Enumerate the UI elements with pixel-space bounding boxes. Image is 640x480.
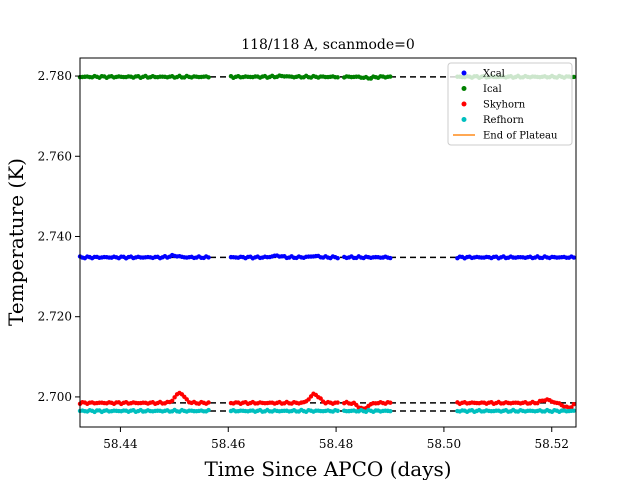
legend-box	[447, 62, 573, 146]
x-tick-label: 58.50	[427, 437, 461, 451]
y-tick-label: 2.700	[38, 390, 72, 404]
y-tick-label: 2.740	[38, 229, 72, 243]
point	[571, 402, 577, 407]
legend-marker	[461, 86, 467, 91]
point	[206, 75, 211, 80]
point	[335, 400, 340, 405]
legend-label: Ical	[483, 84, 502, 95]
x-tick-label: 58.52	[535, 437, 569, 451]
y-tick-label: 2.760	[38, 149, 72, 163]
point	[335, 255, 340, 261]
legend-marker	[461, 101, 467, 107]
plot-frame	[79, 57, 577, 428]
legend-label: End of Plateau	[483, 131, 558, 142]
point	[206, 407, 211, 413]
point	[571, 408, 577, 413]
y-tick-label: 2.780	[38, 69, 72, 83]
chart-title: 118/118 A, scanmode=0	[241, 37, 415, 53]
point	[206, 255, 211, 260]
legend-item: End of Plateau	[453, 131, 558, 142]
point	[335, 75, 340, 80]
x-axis: 58.44 58.46 58.48 58.50 58.52	[103, 427, 569, 451]
point	[206, 400, 211, 405]
point	[169, 398, 175, 404]
legend: Xcal Ical Skyhorn Refhorn End of Plateau	[447, 62, 573, 146]
x-tick-label: 58.46	[211, 437, 245, 451]
point	[569, 405, 574, 410]
series-skyhorn	[77, 390, 577, 411]
legend-item: Skyhorn	[461, 100, 526, 111]
x-tick-label: 58.48	[319, 437, 353, 451]
y-axis-label: Temperature (K)	[4, 158, 28, 326]
legend-marker	[461, 70, 467, 76]
legend-item: Refhorn	[461, 115, 524, 126]
point	[184, 397, 189, 402]
y-tick-label: 2.720	[38, 310, 72, 324]
point	[571, 74, 577, 80]
point	[388, 74, 393, 79]
legend-label: Skyhorn	[483, 100, 526, 111]
point	[388, 255, 393, 261]
x-tick-label: 58.44	[103, 437, 138, 451]
point	[306, 397, 311, 402]
legend-item: Ical	[461, 84, 502, 95]
plot-marks	[77, 73, 577, 415]
legend-item: Xcal	[461, 69, 505, 80]
point	[172, 395, 177, 400]
legend-label: Refhorn	[483, 115, 524, 126]
point	[318, 396, 323, 401]
x-axis-label: Time Since APCO (days)	[204, 457, 451, 480]
series-refhorn	[77, 407, 577, 415]
legend-marker	[461, 117, 467, 122]
series-xcal	[77, 252, 577, 261]
point	[388, 400, 393, 405]
point	[388, 408, 393, 414]
legend-label: Xcal	[483, 69, 505, 80]
point	[335, 408, 340, 414]
y-axis: 2.700 2.720 2.740 2.760 2.780	[38, 69, 80, 404]
point	[571, 255, 577, 260]
